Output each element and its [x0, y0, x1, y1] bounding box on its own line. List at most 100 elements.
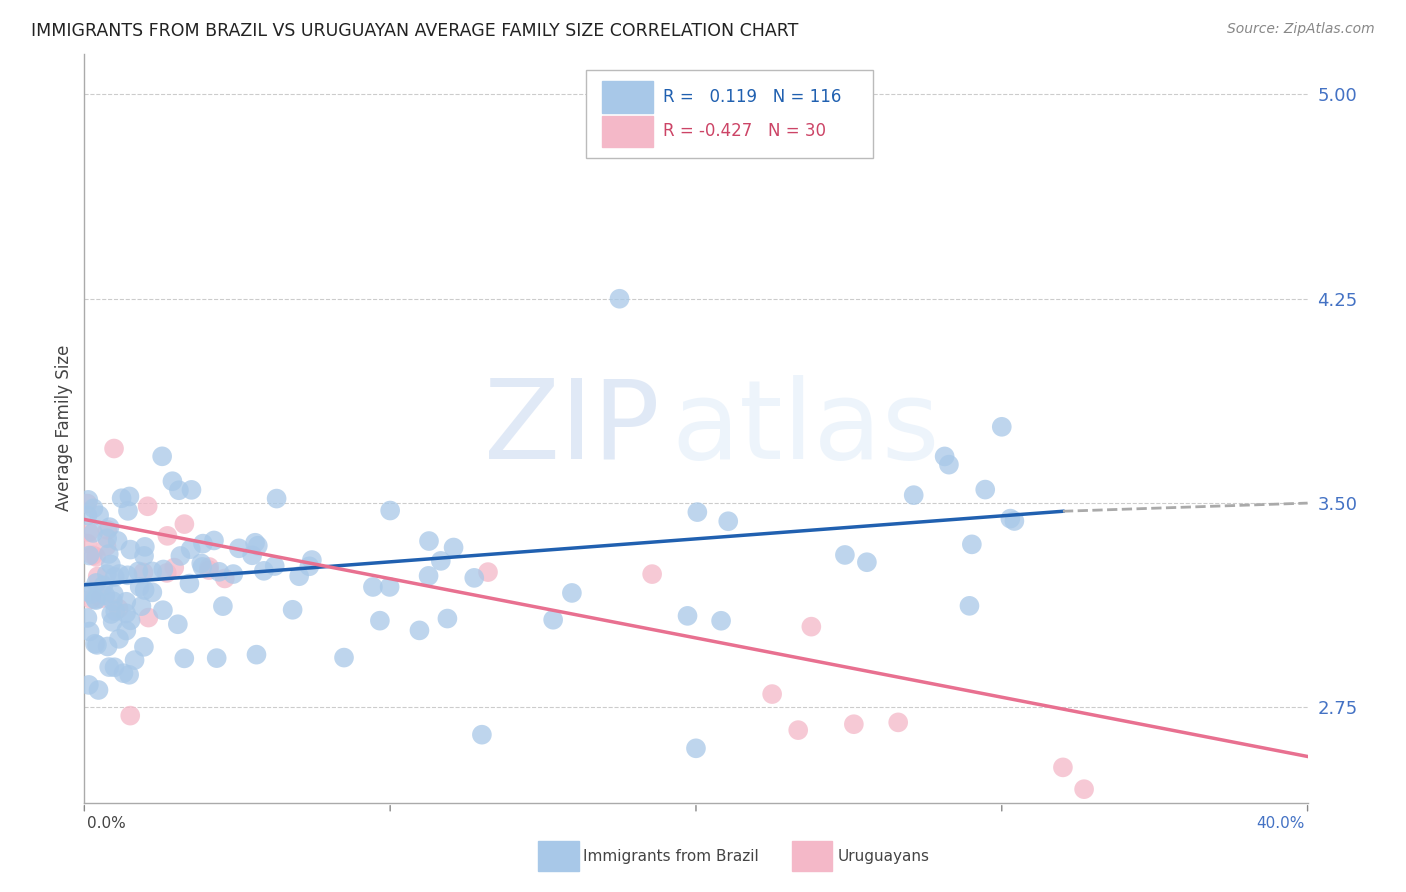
- Point: [169, 549, 191, 563]
- Point: [132, 566, 155, 580]
- Point: [240, 549, 263, 563]
- Point: [974, 483, 997, 497]
- Point: [77, 678, 100, 692]
- Point: [288, 569, 311, 583]
- Point: [212, 599, 235, 614]
- Point: [991, 419, 1014, 434]
- Point: [173, 517, 195, 532]
- Point: [87, 683, 110, 698]
- Point: [96, 531, 118, 545]
- Point: [128, 580, 150, 594]
- Point: [463, 571, 485, 585]
- Text: Source: ZipAtlas.com: Source: ZipAtlas.com: [1227, 22, 1375, 37]
- Point: [76, 611, 98, 625]
- Point: [150, 450, 173, 464]
- Point: [180, 483, 202, 497]
- Point: [202, 533, 225, 548]
- Point: [301, 553, 323, 567]
- Point: [82, 525, 104, 540]
- Point: [561, 586, 583, 600]
- Point: [76, 508, 98, 523]
- Point: [787, 723, 810, 738]
- Point: [76, 536, 98, 550]
- Point: [84, 593, 107, 607]
- Point: [97, 547, 120, 561]
- Point: [90, 591, 112, 606]
- Point: [141, 565, 163, 579]
- Point: [101, 594, 124, 608]
- Point: [132, 640, 155, 654]
- Point: [361, 580, 384, 594]
- Point: [118, 668, 141, 682]
- Point: [120, 542, 142, 557]
- Text: IMMIGRANTS FROM BRAZIL VS URUGUAYAN AVERAGE FAMILY SIZE CORRELATION CHART: IMMIGRANTS FROM BRAZIL VS URUGUAYAN AVER…: [31, 22, 799, 40]
- Point: [120, 708, 142, 723]
- Text: R = -0.427   N = 30: R = -0.427 N = 30: [664, 122, 825, 140]
- Point: [166, 617, 188, 632]
- Point: [253, 564, 276, 578]
- Point: [842, 717, 865, 731]
- Point: [84, 592, 107, 607]
- Point: [76, 497, 98, 511]
- FancyBboxPatch shape: [602, 116, 654, 147]
- Point: [124, 653, 146, 667]
- Point: [86, 576, 108, 591]
- Point: [98, 660, 121, 674]
- Point: [117, 568, 139, 582]
- Point: [198, 560, 221, 574]
- Point: [96, 539, 118, 553]
- Point: [541, 613, 564, 627]
- Point: [107, 601, 129, 615]
- Point: [115, 595, 138, 609]
- Text: Immigrants from Brazil: Immigrants from Brazil: [583, 849, 759, 863]
- Point: [79, 624, 101, 639]
- Point: [127, 565, 149, 579]
- Point: [107, 533, 129, 548]
- Point: [800, 620, 823, 634]
- Point: [1002, 514, 1025, 528]
- Point: [609, 292, 631, 306]
- Point: [1052, 760, 1074, 774]
- Point: [84, 549, 107, 564]
- Point: [686, 505, 709, 519]
- Y-axis label: Average Family Size: Average Family Size: [55, 345, 73, 511]
- Point: [430, 554, 453, 568]
- Text: R =   0.119   N = 116: R = 0.119 N = 116: [664, 88, 841, 106]
- Point: [903, 488, 925, 502]
- Point: [100, 607, 122, 621]
- Point: [152, 603, 174, 617]
- Point: [141, 585, 163, 599]
- Point: [103, 442, 125, 456]
- Point: [179, 576, 201, 591]
- Text: atlas: atlas: [672, 375, 941, 482]
- Point: [103, 660, 125, 674]
- Point: [108, 632, 131, 646]
- Text: Uruguayans: Uruguayans: [838, 849, 929, 863]
- Point: [94, 588, 117, 602]
- Point: [132, 549, 155, 563]
- Point: [191, 560, 214, 574]
- Point: [418, 534, 440, 549]
- Point: [80, 592, 103, 607]
- Point: [93, 578, 115, 592]
- Point: [79, 549, 101, 563]
- Point: [84, 637, 107, 651]
- Point: [298, 559, 321, 574]
- Point: [190, 557, 212, 571]
- Point: [100, 558, 122, 572]
- Point: [418, 569, 440, 583]
- Point: [191, 536, 214, 550]
- Text: 0.0%: 0.0%: [87, 816, 127, 831]
- Point: [97, 523, 120, 537]
- Point: [228, 541, 250, 556]
- Point: [104, 570, 127, 584]
- FancyBboxPatch shape: [602, 81, 654, 112]
- Text: ZIP: ZIP: [484, 375, 659, 482]
- Point: [676, 608, 699, 623]
- Point: [138, 610, 160, 624]
- Point: [208, 565, 231, 579]
- Point: [333, 650, 356, 665]
- Point: [477, 565, 499, 579]
- Point: [222, 567, 245, 582]
- Point: [162, 474, 184, 488]
